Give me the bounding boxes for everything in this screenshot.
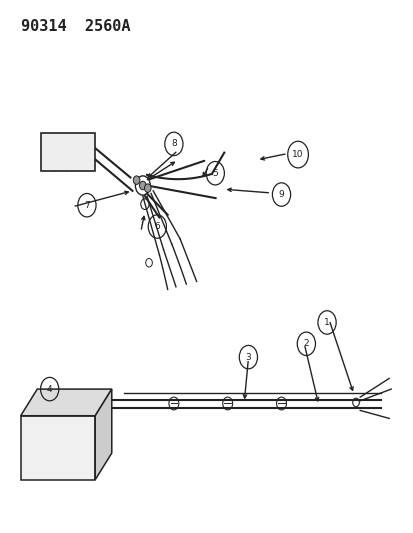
Text: 3: 3 — [245, 353, 251, 361]
Polygon shape — [21, 416, 95, 480]
Circle shape — [139, 181, 146, 190]
Text: 1: 1 — [323, 318, 329, 327]
Text: 10: 10 — [292, 150, 303, 159]
Text: 8: 8 — [171, 140, 176, 148]
Circle shape — [144, 184, 151, 192]
Polygon shape — [95, 389, 112, 480]
Text: 5: 5 — [212, 169, 218, 177]
Text: 6: 6 — [154, 222, 160, 231]
FancyBboxPatch shape — [41, 133, 95, 171]
Text: 2: 2 — [303, 340, 309, 348]
Text: 7: 7 — [84, 201, 90, 209]
Text: 90314  2560A: 90314 2560A — [21, 19, 130, 34]
Text: 4: 4 — [47, 385, 52, 393]
Polygon shape — [21, 389, 112, 416]
Circle shape — [133, 176, 140, 184]
Text: 9: 9 — [278, 190, 284, 199]
